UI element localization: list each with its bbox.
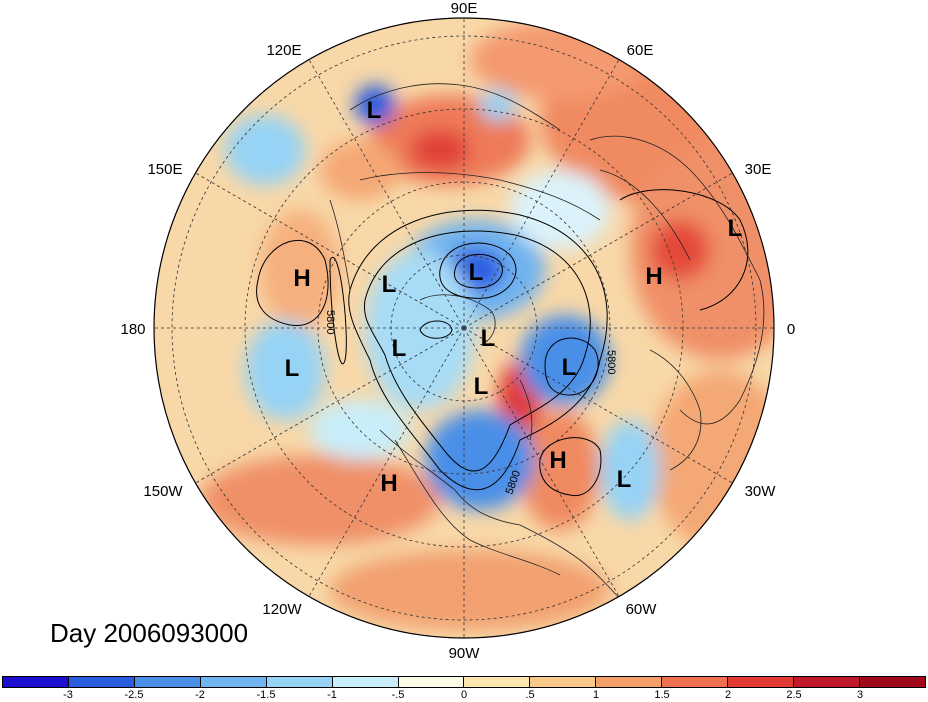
lon-label-0: 0 xyxy=(787,321,795,338)
low-center: L xyxy=(367,97,382,124)
map-border xyxy=(153,17,775,639)
lon-label-120e: 120E xyxy=(266,42,301,59)
colorbar-cell xyxy=(859,677,925,687)
colorbar-tick-label: -3 xyxy=(63,689,73,701)
colorbar-cell xyxy=(200,677,267,687)
colorbar-tick-label: -2.5 xyxy=(124,689,144,701)
high-center: H xyxy=(645,263,662,290)
colorbar-cell xyxy=(662,677,729,687)
colorbar-tick-label: -1.5 xyxy=(256,689,276,701)
meridian-line xyxy=(463,327,733,484)
low-center: L xyxy=(285,355,300,382)
lon-label-180: 180 xyxy=(120,321,145,338)
colorbar-cell xyxy=(3,677,69,687)
high-center: H xyxy=(293,265,310,292)
meridian-line xyxy=(463,59,620,329)
pressure-centers: L L L L L L L L L L H H H H xyxy=(285,97,743,497)
lon-label-30e: 30E xyxy=(745,161,772,178)
colorbar-tick-label: 0 xyxy=(460,689,468,701)
meridians xyxy=(154,18,774,638)
colorbar-cell xyxy=(728,677,795,687)
colorbar-tick-label: 3 xyxy=(856,689,864,701)
longitude-labels: 90E 60E 30E 0 30W 60W 90W 120W 150W 180 … xyxy=(120,0,795,662)
lon-label-120w: 120W xyxy=(262,601,302,618)
height-contours xyxy=(256,189,749,497)
colorbar-tick-label: 2 xyxy=(724,689,732,701)
lon-label-90w: 90W xyxy=(449,645,481,662)
meridian-line xyxy=(308,59,465,329)
colorbar-tick-label: .5 xyxy=(525,689,535,701)
low-center: L xyxy=(728,215,743,242)
meridian-line xyxy=(463,327,620,597)
contour-label: 5800 xyxy=(605,350,617,374)
colorbar-cell xyxy=(68,677,135,687)
colorbar-tick-label: 1.5 xyxy=(654,689,670,701)
lon-label-60w: 60W xyxy=(626,601,658,618)
map-title: Day 2006093000 xyxy=(50,618,249,648)
colorbar-cell xyxy=(134,677,201,687)
high-center: H xyxy=(549,447,566,474)
colorbar-cell xyxy=(530,677,597,687)
lon-label-90e: 90E xyxy=(451,0,478,17)
colorbar-tick-label: 2.5 xyxy=(786,689,802,701)
lon-label-150w: 150W xyxy=(143,483,183,500)
low-center: L xyxy=(382,271,397,298)
colorbar-cell xyxy=(398,677,465,687)
colorbar xyxy=(2,676,926,688)
colorbar-cell xyxy=(332,677,399,687)
lon-label-30w: 30W xyxy=(745,483,777,500)
low-center: L xyxy=(481,325,496,352)
lon-label-60e: 60E xyxy=(627,42,654,59)
contour-label: 5800 xyxy=(324,310,336,334)
meridian-line xyxy=(463,172,733,329)
low-center: L xyxy=(617,466,632,493)
low-center: L xyxy=(469,259,484,286)
low-center: L xyxy=(562,354,577,381)
low-center: L xyxy=(474,373,489,400)
colorbar-tick-label: 1 xyxy=(592,689,600,701)
colorbar-tick-label: -.5 xyxy=(391,689,405,701)
high-center: H xyxy=(380,470,397,497)
low-center: L xyxy=(392,335,407,362)
colorbar-tick-label: -2 xyxy=(195,689,205,701)
meridian-line xyxy=(308,327,465,597)
colorbar-cell xyxy=(794,677,860,687)
colorbar-tick-label: -1 xyxy=(327,689,337,701)
lon-label-150e: 150E xyxy=(147,161,182,178)
meridian-line xyxy=(195,327,465,484)
meridian-line xyxy=(195,172,465,329)
colorbar-cell xyxy=(596,677,663,687)
colorbar-labels: -3 -2.5 -2 -1.5 -1 -.5 0 .5 1 1.5 2 2.5 3 xyxy=(2,689,926,702)
colorbar-cell xyxy=(464,677,531,687)
colorbar-cell xyxy=(266,677,333,687)
